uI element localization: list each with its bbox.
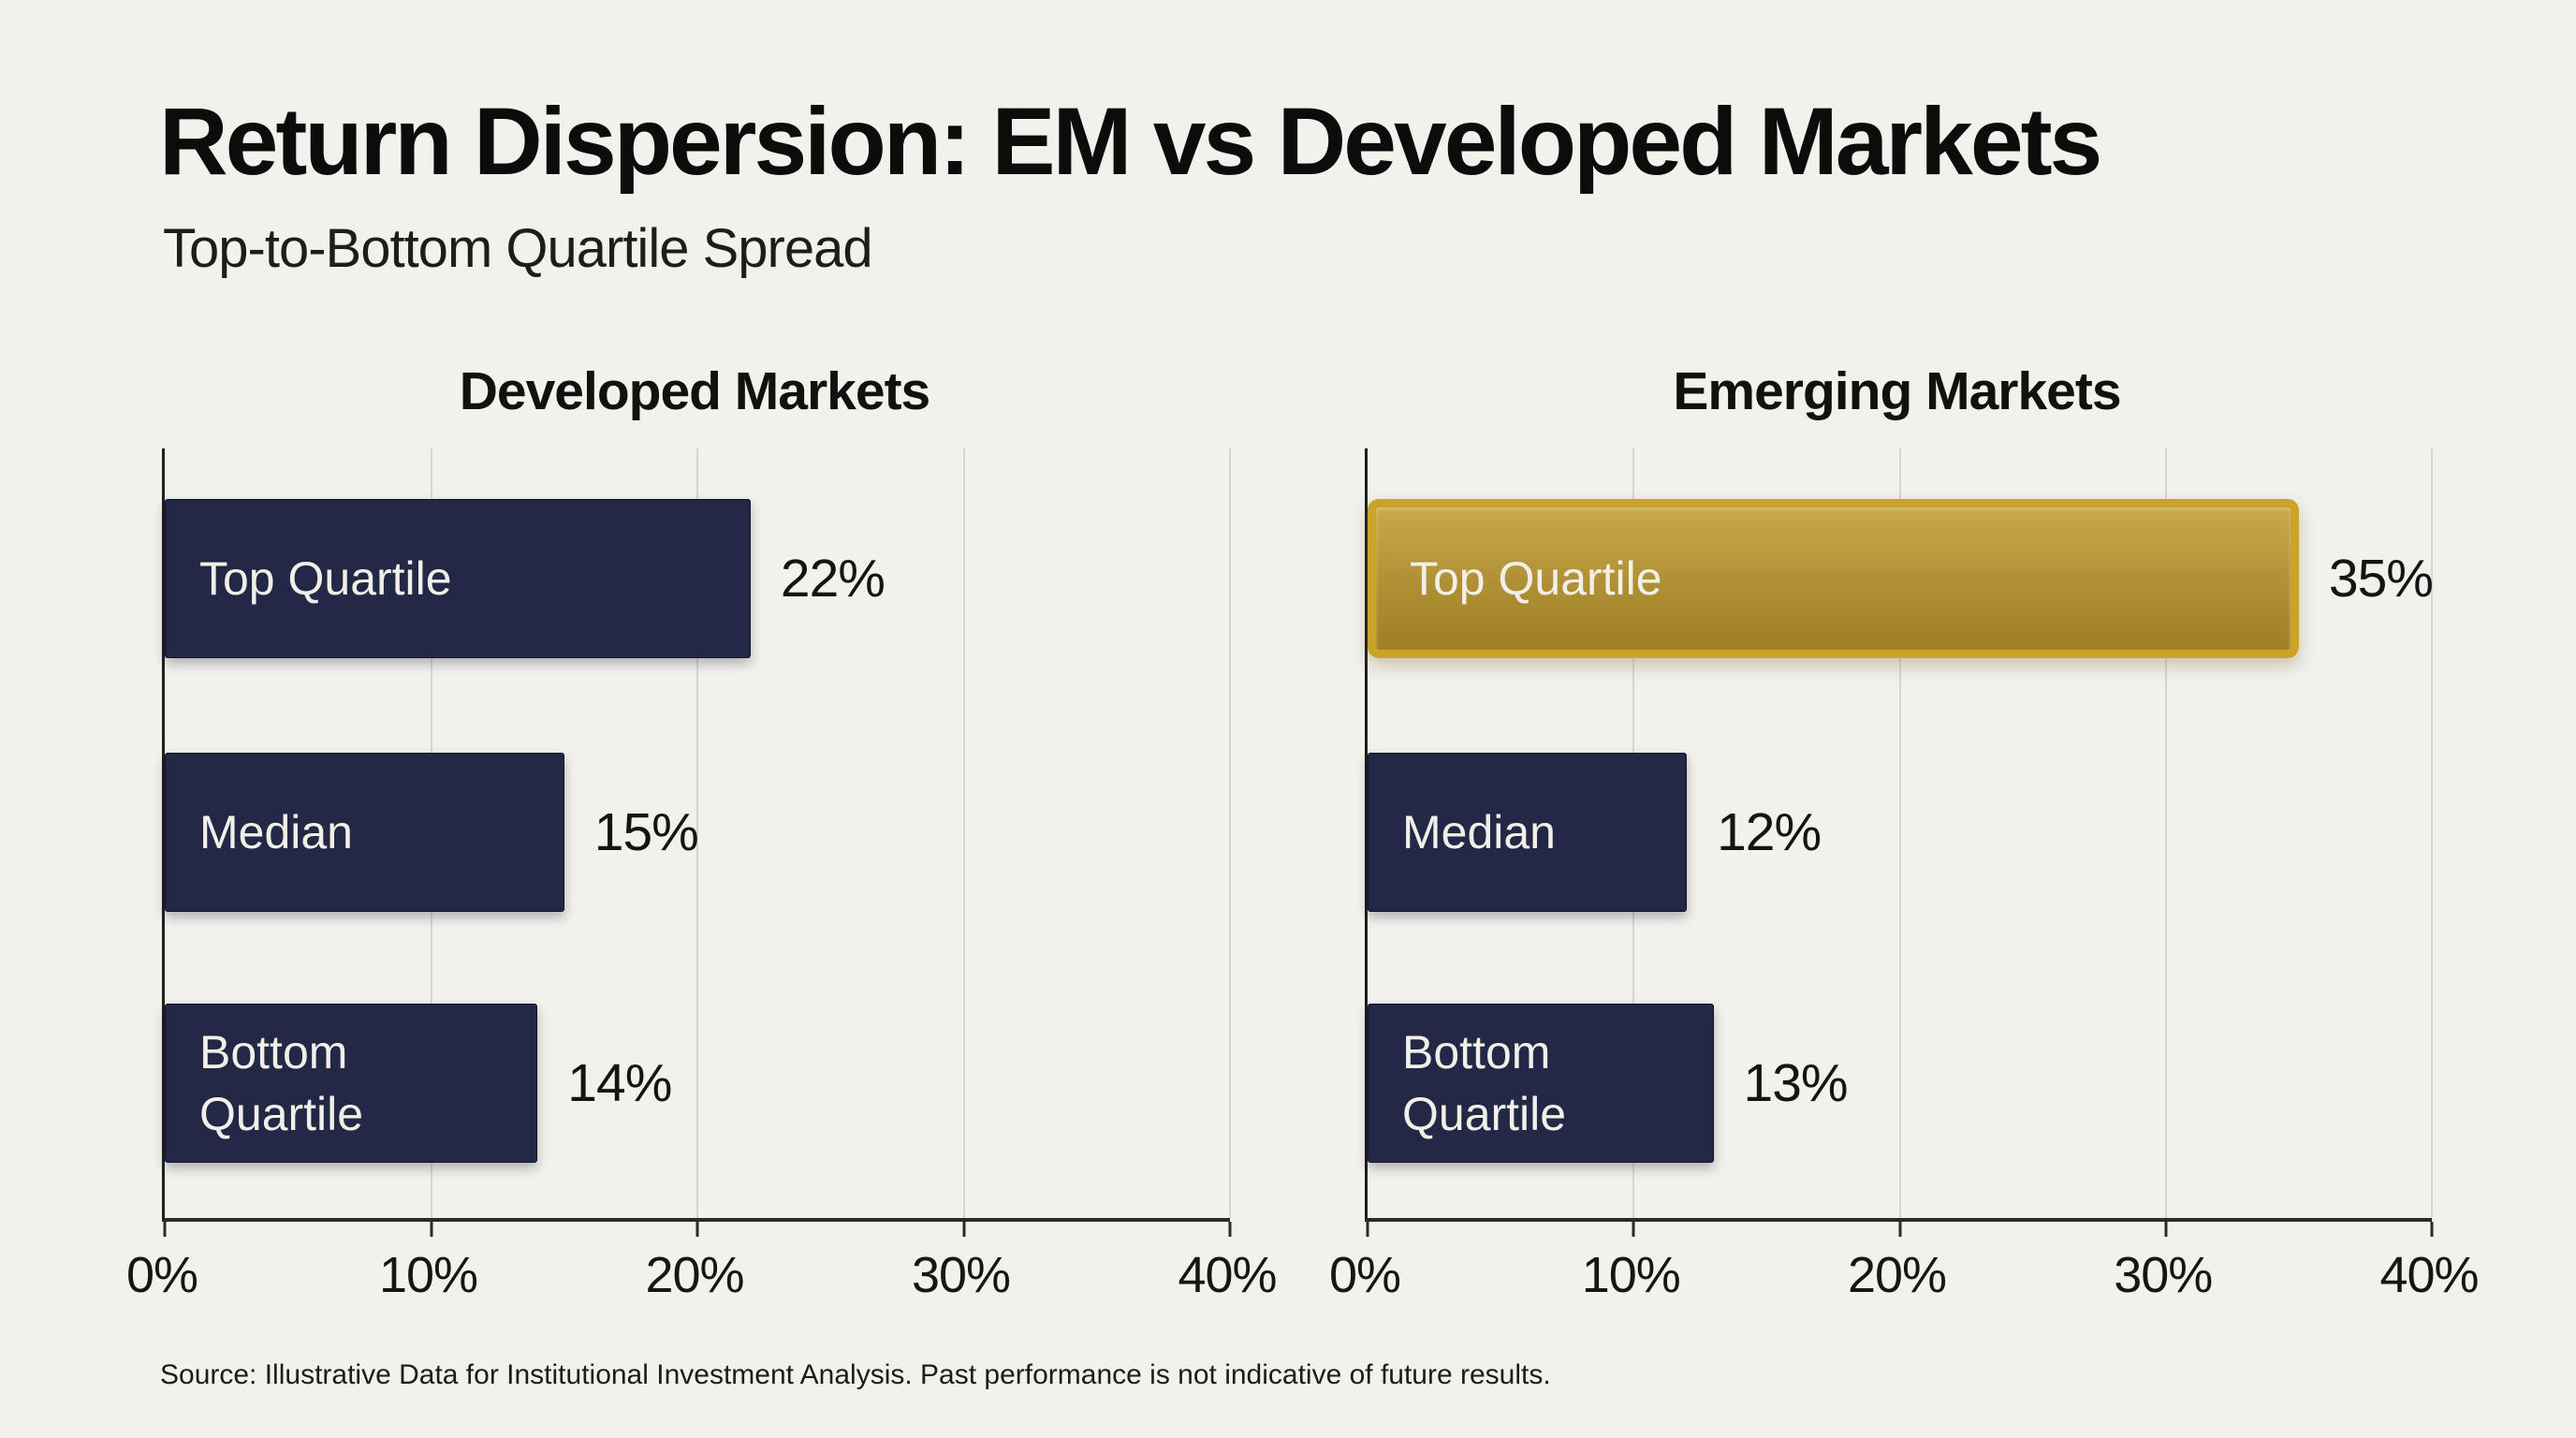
chart-developed-markets: Developed Markets Top Quartile 22% Media… [126, 360, 1278, 1334]
bar-label-bottom-quartile: Bottom Quartile [199, 1026, 364, 1140]
gridline-20pct [1898, 448, 1901, 1218]
bar-row-median: Median 15% [165, 753, 1230, 912]
axis-tick-40pct [2430, 1222, 2434, 1237]
bar-label-median: Median [199, 806, 353, 858]
axis-label-20pct: 20% [1847, 1247, 1947, 1303]
bar-row-median: Median 12% [1368, 753, 2432, 912]
axis-tick-30pct [962, 1222, 965, 1237]
bar-row-bottom-quartile: Bottom Quartile 13% [1368, 1004, 2432, 1163]
axis-tick-20pct [695, 1222, 699, 1237]
axis-tick-10pct [1632, 1222, 1635, 1237]
plot-area-developed: Top Quartile 22% Median 15% Bottom Quart… [162, 448, 1232, 1237]
page-subtitle: Top-to-Bottom Quartile Spread [163, 218, 873, 279]
axis-label-0pct: 0% [125, 1247, 198, 1303]
bar-value-bottom-quartile: 13% [1743, 1053, 1849, 1113]
x-axis-labels-developed: 0% 10% 20% 30% 40% [126, 1246, 1278, 1312]
bar-top-quartile: Top Quartile [165, 499, 751, 658]
bar-row-bottom-quartile: Bottom Quartile 14% [165, 1004, 1230, 1163]
axis-label-20pct: 20% [645, 1247, 744, 1303]
bar-value-top-quartile: 22% [780, 549, 886, 609]
bar-label-median: Median [1402, 806, 1556, 858]
gridline-30pct [962, 448, 965, 1218]
axis-label-30pct: 30% [2114, 1247, 2213, 1303]
bar-label-bottom-quartile: Bottom Quartile [1402, 1026, 1567, 1140]
axis-label-0pct: 0% [1328, 1247, 1401, 1303]
gridline-40pct [2431, 448, 2433, 1218]
source-disclaimer: Source: Illustrative Data for Institutio… [160, 1359, 1551, 1390]
axis-tick-20pct [1898, 1222, 1901, 1237]
bar-row-top-quartile: Top Quartile 35% [1368, 499, 2434, 658]
bar-bottom-quartile: Bottom Quartile [1368, 1004, 1714, 1163]
axis-label-40pct: 40% [2379, 1247, 2479, 1303]
page-title: Return Dispersion: EM vs Developed Marke… [159, 88, 2102, 195]
bar-row-top-quartile: Top Quartile 22% [165, 499, 1230, 658]
bar-value-median: 15% [593, 802, 699, 862]
bar-value-median: 12% [1717, 802, 1822, 862]
axis-label-10pct: 10% [378, 1247, 478, 1303]
axis-tick-30pct [2164, 1222, 2168, 1237]
chart-title-emerging: Emerging Markets [1673, 361, 2121, 421]
axis-tick-10pct [430, 1222, 432, 1237]
bar-median: Median [165, 753, 564, 912]
axis-tick-40pct [1228, 1222, 1232, 1237]
bar-bottom-quartile: Bottom Quartile [165, 1004, 538, 1163]
axis-label-40pct: 40% [1178, 1247, 1277, 1303]
gridline-30pct [2164, 448, 2167, 1218]
bar-label-top-quartile: Top Quartile [1410, 552, 1662, 605]
axis-label-30pct: 30% [911, 1247, 1011, 1303]
plot-area-emerging: Top Quartile 35% Median 12% Bottom Quart… [1365, 448, 2434, 1237]
axis-label-10pct: 10% [1581, 1247, 1681, 1303]
axis-tick-0pct [163, 1222, 167, 1237]
axis-tick-0pct [1366, 1222, 1369, 1237]
bar-value-top-quartile: 35% [2328, 549, 2434, 609]
chart-emerging-markets: Emerging Markets Top Quartile 35% Median… [1329, 360, 2480, 1334]
bar-value-bottom-quartile: 14% [567, 1053, 672, 1113]
bar-median: Median [1368, 753, 1688, 912]
gridline-40pct [1229, 448, 1231, 1218]
bar-top-quartile-highlighted: Top Quartile [1368, 499, 2299, 658]
bar-label-top-quartile: Top Quartile [199, 552, 452, 605]
gridline-20pct [696, 448, 698, 1218]
chart-title-developed: Developed Markets [459, 361, 931, 421]
x-axis-labels-emerging: 0% 10% 20% 30% 40% [1329, 1246, 2480, 1312]
